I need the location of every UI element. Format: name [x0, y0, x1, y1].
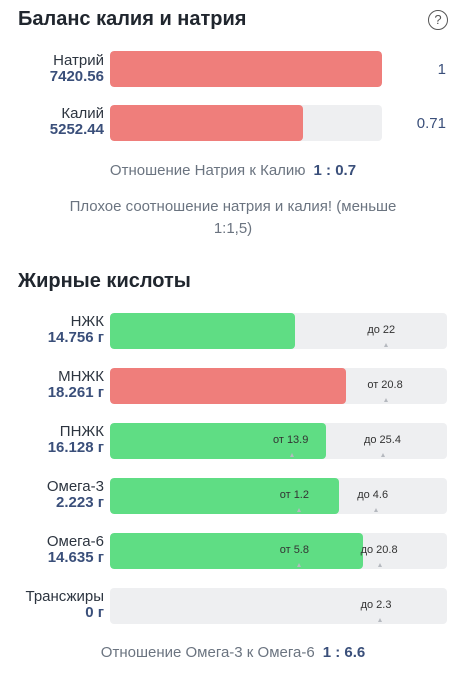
fat-row-4-value: 14.635 г [47, 549, 104, 566]
fat-row-4-marker-1: до 20.8 [360, 544, 398, 556]
balance-warning: Плохое соотношение натрия и калия! (мень… [0, 196, 466, 240]
fats-title: Жирные кислоты [18, 270, 191, 292]
fat-row-1-label: МНЖК [58, 368, 104, 385]
fat-row-3-bar-track [110, 478, 447, 514]
sodium-potassium-ratio: Отношение Натрия к Калию 1 : 0.7 [0, 162, 466, 179]
fat-row-5-value: 0 г [85, 604, 104, 621]
potassium-bar-fill [110, 105, 304, 141]
fat-row-2-marker-tick-0 [289, 453, 294, 457]
fat-row-2-marker-tick-1 [380, 453, 385, 457]
fat-row-5-marker-tick-0 [377, 618, 382, 622]
fat-row-4-bar-track [110, 533, 447, 569]
ratio-label: Отношение Натрия к Калию [109, 162, 306, 179]
fat-row-0-marker-tick-0 [384, 343, 389, 347]
fat-row-3-marker-1: до 4.6 [357, 489, 389, 501]
fat-row-5-marker-0: до 2.3 [360, 599, 392, 611]
sodium-value: 7420.56 [49, 68, 104, 85]
sodium-side-value: 1 [437, 61, 446, 78]
fat-row-3-bar-fill [110, 478, 340, 514]
fat-row-2-marker-1: до 25.4 [363, 434, 401, 446]
fat-row-4-bar-fill [110, 533, 363, 569]
ratio-value: 1 : 0.7 [313, 162, 357, 179]
fat-row-2-bar-fill [110, 423, 326, 459]
warning-line-1: Плохое соотношение натрия и калия! (мень… [69, 198, 397, 215]
sodium-label: Натрий [53, 52, 104, 69]
fat-row-1-marker-tick-0 [384, 398, 389, 402]
potassium-bar-track [110, 105, 382, 141]
fat-row-2-label: ПНЖК [59, 423, 104, 440]
sodium-bar-track [110, 51, 382, 87]
fat-row-3-value: 2.223 г [56, 494, 104, 511]
fat-row-1-marker-0: от 20.8 [367, 379, 403, 391]
omega-ratio-label: Отношение Омега-3 к Омега-6 [100, 644, 315, 661]
potassium-value: 5252.44 [49, 121, 104, 138]
sodium-bar-fill [110, 51, 382, 87]
fat-row-2-value: 16.128 г [47, 439, 104, 456]
omega-ratio: Отношение Омега-3 к Омега-6 1 : 6.6 [0, 644, 466, 661]
omega-ratio-value: 1 : 6.6 [322, 644, 366, 661]
balance-title: Баланс калия и натрия [18, 8, 247, 30]
fat-row-5-bar-track [110, 588, 447, 624]
fat-row-0-marker-0: до 22 [367, 324, 396, 336]
fat-row-3-marker-tick-0 [296, 508, 301, 512]
potassium-label: Калий [61, 105, 104, 122]
fat-row-2-marker-0: от 13.9 [272, 434, 309, 446]
fat-row-4-marker-0: от 5.8 [279, 544, 309, 556]
fat-row-2-bar-track [110, 423, 447, 459]
fat-row-0-value: 14.756 г [47, 329, 104, 346]
fat-row-5-label: Трансжиры [25, 588, 105, 605]
fat-row-3-marker-0: от 1.2 [279, 489, 309, 501]
potassium-side-value: 0.71 [416, 115, 446, 132]
fat-row-0-bar-track [110, 313, 447, 349]
fat-row-1-bar-track [110, 368, 447, 404]
fat-row-4-marker-tick-1 [377, 563, 382, 567]
fat-row-3-label: Омега-3 [46, 478, 104, 495]
fat-row-0-bar-fill [110, 313, 296, 349]
fat-row-3-marker-tick-1 [374, 508, 379, 512]
fat-row-4-label: Омега-6 [46, 533, 104, 550]
fat-row-1-bar-fill [110, 368, 346, 404]
fat-row-1-value: 18.261 г [47, 384, 104, 401]
fat-row-4-marker-tick-0 [296, 563, 301, 567]
warning-line-2: 1:1,5) [213, 220, 253, 237]
question-circle-icon[interactable]: ? [428, 10, 448, 30]
fat-row-0-label: НЖК [70, 313, 104, 330]
